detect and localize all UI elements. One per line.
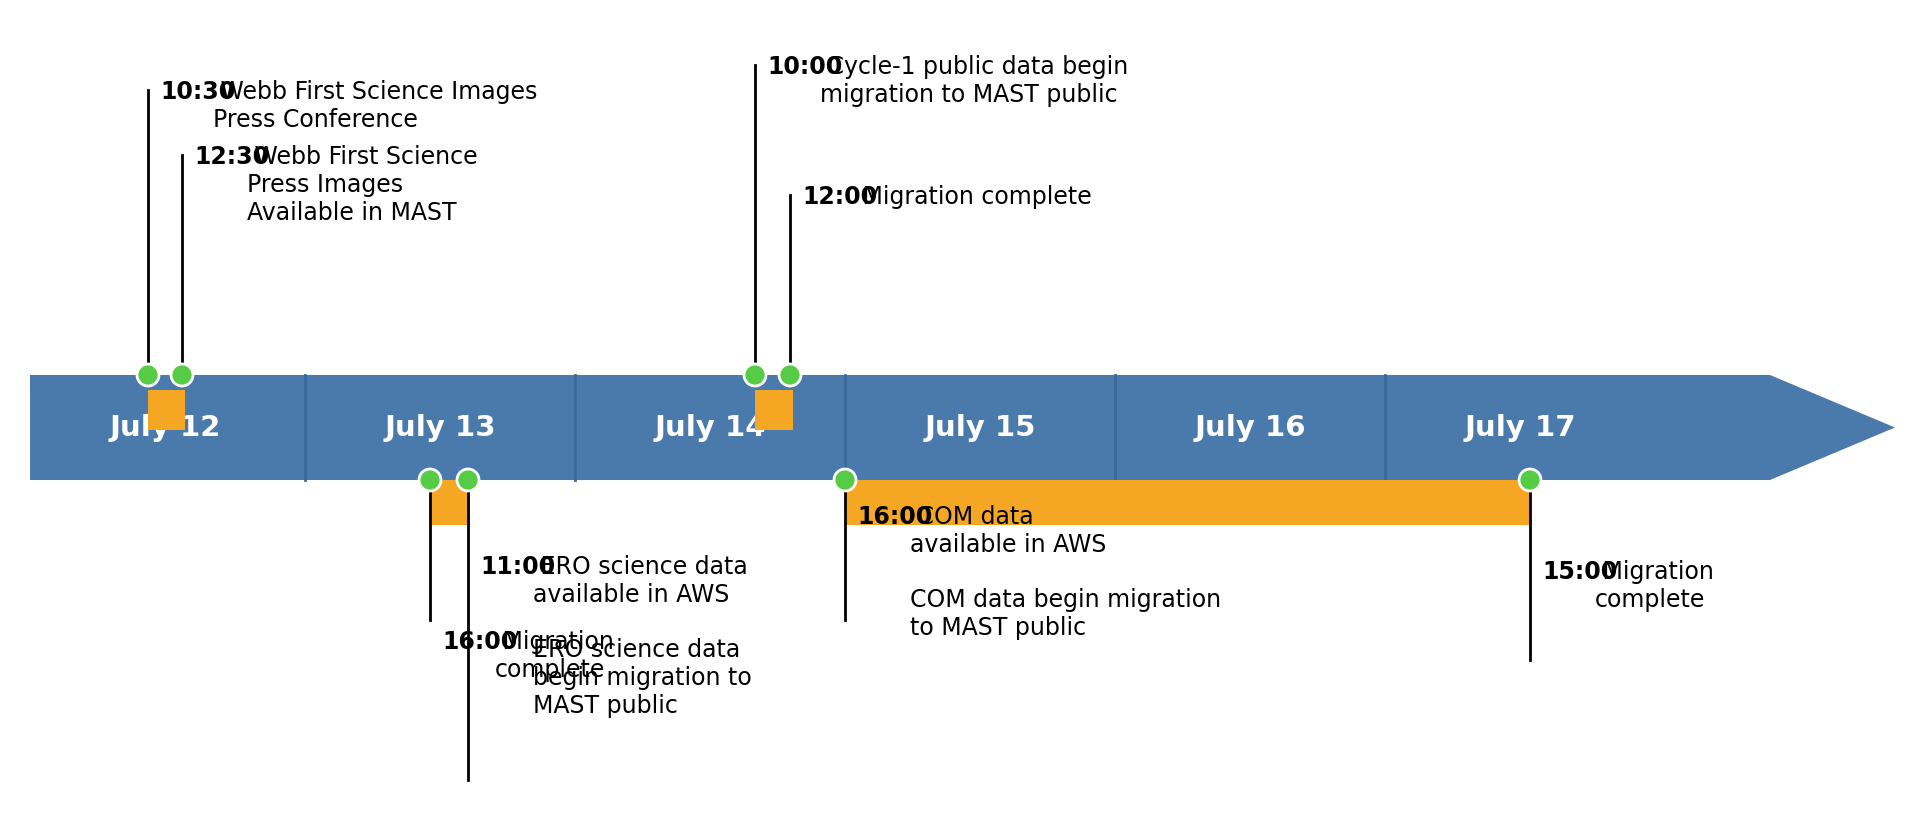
Bar [755, 390, 793, 430]
Text: July 12: July 12 [110, 413, 221, 441]
Polygon shape [1769, 375, 1894, 480]
Circle shape [834, 469, 857, 491]
Text: July 15: July 15 [924, 413, 1036, 441]
Text: July 13: July 13 [385, 413, 497, 441]
Circle shape [137, 364, 160, 386]
Circle shape [171, 364, 192, 386]
Text: 10:00: 10:00 [766, 55, 843, 79]
Text: 12:00: 12:00 [803, 185, 878, 209]
Bar [429, 480, 470, 525]
Text: 12:30: 12:30 [194, 145, 270, 169]
Text: COM data
available in AWS

COM data begin migration
to MAST public: COM data available in AWS COM data begin… [911, 505, 1220, 640]
Text: Migration
complete: Migration complete [1594, 560, 1713, 612]
Text: Cycle-1 public data begin
migration to MAST public: Cycle-1 public data begin migration to M… [820, 55, 1128, 106]
Text: 16:00: 16:00 [857, 505, 932, 529]
Circle shape [1519, 469, 1542, 491]
Circle shape [780, 364, 801, 386]
Circle shape [743, 364, 766, 386]
Bar [31, 375, 1769, 480]
Text: July 16: July 16 [1194, 413, 1305, 441]
Circle shape [456, 469, 479, 491]
Text: Migration
complete: Migration complete [495, 630, 614, 681]
Text: 11:00: 11:00 [479, 555, 554, 579]
Text: ERO science data
available in AWS

ERO science data
begin migration to
MAST publ: ERO science data available in AWS ERO sc… [533, 555, 751, 718]
Bar [148, 390, 185, 430]
Bar [845, 480, 1530, 525]
Text: Webb First Science Images
Press Conference: Webb First Science Images Press Conferen… [212, 80, 537, 132]
Circle shape [420, 469, 441, 491]
Text: 15:00: 15:00 [1542, 560, 1617, 584]
Text: 16:00: 16:00 [443, 630, 518, 654]
Text: July 17: July 17 [1465, 413, 1577, 441]
Text: Migration complete: Migration complete [855, 185, 1091, 209]
Text: Webb First Science
Press Images
Available in MAST: Webb First Science Press Images Availabl… [246, 145, 477, 224]
Text: 10:30: 10:30 [160, 80, 235, 104]
Text: July 14: July 14 [654, 413, 766, 441]
